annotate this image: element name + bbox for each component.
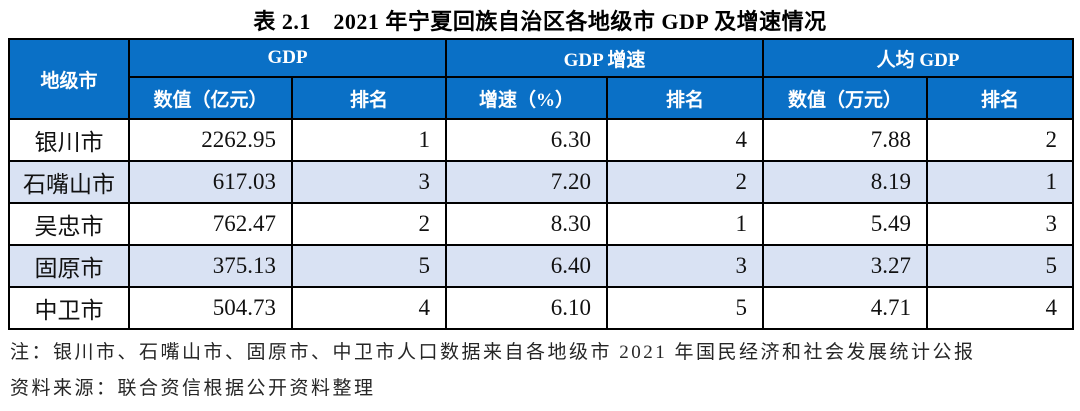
cell-per-capita-rank: 2 — [926, 118, 1075, 162]
header-gdp-rank: 排名 — [290, 76, 448, 120]
header-group-row: 地级市 GDP GDP 增速 人均 GDP — [8, 38, 1075, 120]
header-city: 地级市 — [8, 38, 130, 120]
table-row-zhongwei: 中卫市 504.73 4 6.10 5 4.71 4 — [8, 286, 1075, 330]
cell-gdp-value: 504.73 — [128, 286, 293, 330]
cell-gdp-value: 762.47 — [128, 202, 293, 246]
cell-growth-rank: 4 — [606, 118, 765, 162]
cell-per-capita-value: 3.27 — [762, 244, 929, 288]
cell-city: 固原市 — [8, 244, 130, 288]
header-growth-value: 增速（%） — [445, 76, 609, 120]
cell-gdp-value: 375.13 — [128, 244, 293, 288]
cell-gdp-rank: 2 — [290, 202, 448, 246]
header-sub-row: 数值（亿元） 排名 增速（%） 排名 数值（万元） 排名 — [9, 76, 1075, 120]
cell-growth-rank: 2 — [606, 160, 765, 204]
cell-per-capita-value: 8.19 — [762, 160, 929, 204]
table-row-wuzhong: 吴忠市 762.47 2 8.30 1 5.49 3 — [8, 202, 1075, 246]
cell-gdp-rank: 4 — [290, 286, 448, 330]
cell-per-capita-value: 4.71 — [762, 286, 929, 330]
cell-gdp-value: 2262.95 — [128, 118, 293, 162]
cell-growth-value: 6.40 — [445, 244, 609, 288]
cell-city: 吴忠市 — [8, 202, 130, 246]
header-growth-rank: 排名 — [606, 76, 765, 120]
header-gdp-value: 数值（亿元） — [128, 76, 293, 120]
cell-gdp-rank: 1 — [290, 118, 448, 162]
cell-growth-value: 6.30 — [445, 118, 609, 162]
cell-per-capita-value: 7.88 — [762, 118, 929, 162]
cell-growth-value: 8.30 — [445, 202, 609, 246]
cell-per-capita-rank: 4 — [926, 286, 1075, 330]
cell-gdp-rank: 3 — [290, 160, 448, 204]
cell-per-capita-rank: 5 — [926, 244, 1075, 288]
cell-city: 银川市 — [8, 118, 130, 162]
header-group-gdp-growth: GDP 增速 — [445, 38, 765, 78]
cell-growth-value: 6.10 — [445, 286, 609, 330]
cell-growth-value: 7.20 — [445, 160, 609, 204]
table-row-shizuishan: 石嘴山市 617.03 3 7.20 2 8.19 1 — [8, 160, 1075, 204]
table-footnotes: 注：银川市、石嘴山市、固原市、中卫市人口数据来自各地级市 2021 年国民经济和… — [10, 339, 1072, 411]
footnote-source: 资料来源：联合资信根据公开资料整理 — [10, 378, 376, 399]
header-group-gdp-per-capita: 人均 GDP — [762, 38, 1075, 78]
header-per-capita-rank: 排名 — [926, 76, 1075, 120]
footnote-note: 注：银川市、石嘴山市、固原市、中卫市人口数据来自各地级市 2021 年国民经济和… — [10, 342, 976, 363]
cell-growth-rank: 1 — [606, 202, 765, 246]
cell-per-capita-rank: 3 — [926, 202, 1075, 246]
cell-growth-rank: 3 — [606, 244, 765, 288]
cell-gdp-rank: 5 — [290, 244, 448, 288]
cell-growth-rank: 5 — [606, 286, 765, 330]
table-row-yinchuan: 银川市 2262.95 1 6.30 4 7.88 2 — [8, 118, 1075, 162]
gdp-table: 地级市 GDP GDP 增速 人均 GDP 数值（亿元） 排名 增速（%） 排名… — [8, 38, 1075, 330]
header-per-capita-value: 数值（万元） — [762, 76, 929, 120]
table-row-guyuan: 固原市 375.13 5 6.40 3 3.27 5 — [8, 244, 1075, 288]
cell-gdp-value: 617.03 — [128, 160, 293, 204]
cell-city: 中卫市 — [8, 286, 130, 330]
cell-per-capita-value: 5.49 — [762, 202, 929, 246]
cell-per-capita-rank: 1 — [926, 160, 1075, 204]
table-title: 表 2.1 2021 年宁夏回族自治区各地级市 GDP 及增速情况 — [253, 9, 827, 34]
header-group-gdp: GDP — [127, 38, 448, 78]
cell-city: 石嘴山市 — [8, 160, 130, 204]
